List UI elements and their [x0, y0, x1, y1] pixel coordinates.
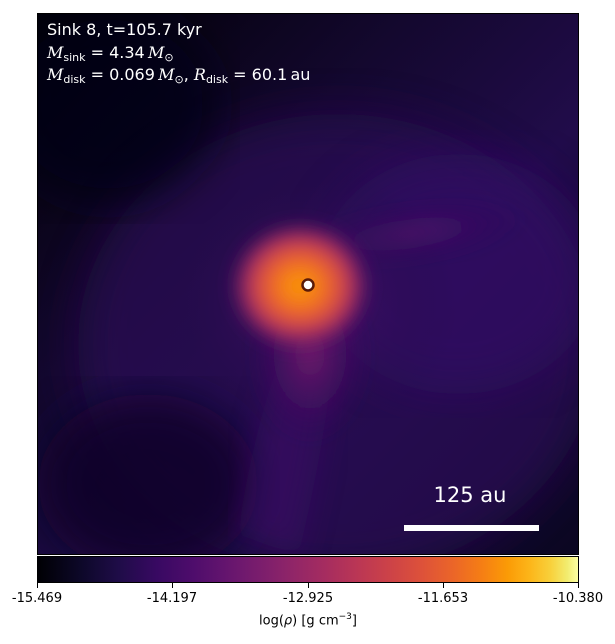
mass-subscript: sink	[63, 51, 86, 64]
disk-mass-subscript: disk	[63, 73, 86, 86]
colorbar-tick	[308, 583, 309, 588]
mass-symbol: M	[47, 43, 64, 62]
density-map	[37, 13, 579, 555]
colorbar-tick	[443, 583, 444, 588]
colorbar-label-symbol: ρ	[283, 613, 293, 629]
disk-radius-unit: au	[290, 65, 311, 84]
scalebar	[404, 525, 539, 531]
disk-mass-unit-symbol: M	[158, 65, 175, 84]
colorbar-tick-label: -14.197	[146, 591, 198, 606]
colorbar-tick	[37, 583, 38, 588]
scalebar-label: 125 au	[433, 483, 507, 507]
colorbar-label-prefix: log(	[259, 613, 284, 629]
colorbar-label-suffix: ) [g cm	[292, 613, 339, 629]
colorbar-tick-label: -11.653	[417, 591, 469, 606]
colorbar	[37, 556, 579, 583]
sink-particle-circle-icon	[301, 278, 315, 292]
disk-radius-value: 60.1	[251, 65, 288, 84]
disk-mass-unit-subscript: ⊙	[174, 73, 184, 86]
disk-radius-symbol: R	[193, 65, 206, 84]
colorbar-tick	[172, 583, 173, 588]
sink-mass: Msink = 4.34 M⊙	[47, 43, 174, 64]
colorbar-label-close: ]	[351, 613, 357, 629]
colorbar-label-exponent: −3	[338, 612, 352, 622]
mass-value: 4.34	[109, 43, 145, 62]
sink-title: Sink 8, t=105.7 kyr	[47, 20, 202, 39]
disk-mass-symbol: M	[47, 65, 64, 84]
disk-mass-value: 0.069	[109, 65, 155, 84]
disk-properties: Mdisk = 0.069 M⊙, Rdisk = 60.1 au	[47, 65, 311, 86]
colorbar-tick-label: -15.469	[11, 591, 63, 606]
density-map-image	[38, 14, 578, 554]
disk-radius-subscript: disk	[205, 73, 229, 86]
colorbar-label: log(ρ) [g cm−3]	[208, 612, 408, 628]
mass-unit-subscript: ⊙	[164, 51, 174, 64]
colorbar-tick	[578, 583, 579, 588]
colorbar-tick-label: -12.925	[282, 591, 334, 606]
mass-unit-symbol: M	[147, 43, 165, 62]
colorbar-tick-label: -10.380	[552, 591, 604, 606]
